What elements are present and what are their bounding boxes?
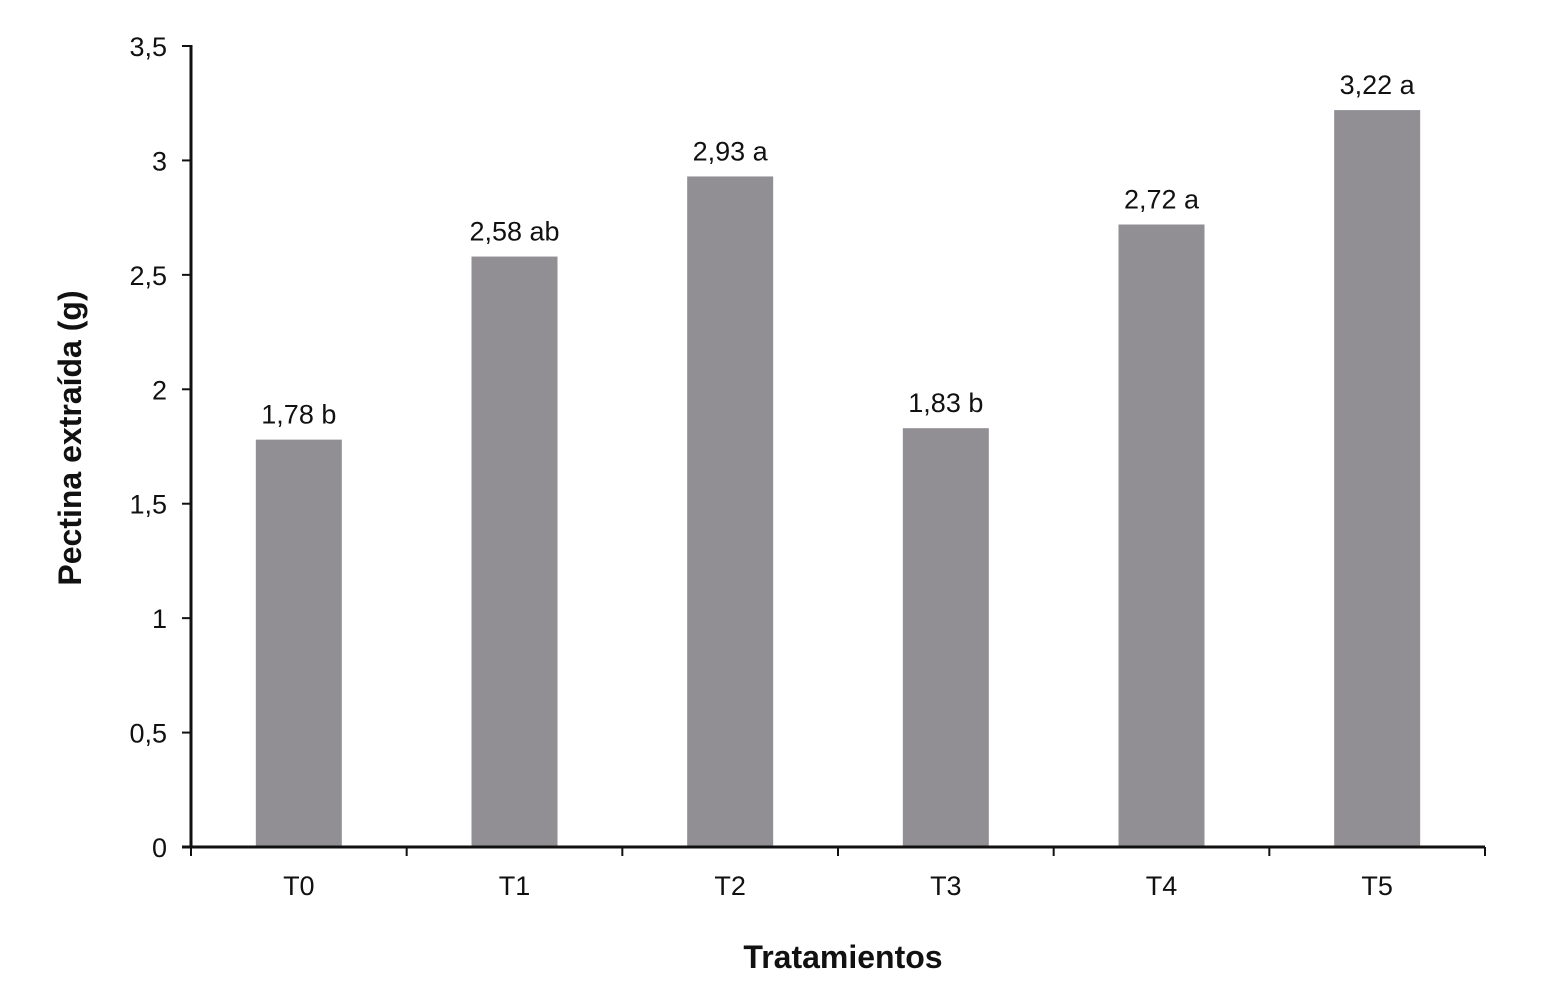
y-tick-label: 1,5 — [129, 490, 167, 520]
x-tick-label-T4: T4 — [1146, 871, 1178, 901]
y-tick-label: 2,5 — [129, 261, 167, 291]
data-label-T3: 1,83 b — [908, 388, 983, 418]
y-tick-label: 3,5 — [129, 32, 167, 62]
bar-T3 — [902, 428, 989, 847]
y-tick-label: 0,5 — [129, 719, 167, 749]
y-tick-label: 3 — [152, 146, 167, 176]
x-tick-label-T0: T0 — [283, 871, 315, 901]
x-axis: T0 T1 T2 T3 T4 T5 — [182, 845, 1486, 901]
data-label-T5: 3,22 a — [1340, 70, 1416, 100]
bars-group — [255, 110, 1421, 848]
y-tick-label: 0 — [152, 833, 167, 863]
x-tick-label-T3: T3 — [930, 871, 962, 901]
y-tick-label: 1 — [152, 604, 167, 634]
bar-T1 — [471, 256, 558, 847]
data-labels-group: 1,78 b 2,58 ab 2,93 a 1,83 b 2,72 a 3,22 a — [261, 70, 1415, 430]
data-label-T0: 1,78 b — [261, 400, 336, 430]
bar-T0 — [255, 439, 342, 847]
y-axis-title: Pectina extraída (g) — [52, 290, 88, 585]
x-axis-title: Tratamientos — [743, 939, 942, 975]
x-tick-label-T1: T1 — [499, 871, 531, 901]
bar-T4 — [1118, 224, 1205, 848]
x-tick-label-T5: T5 — [1361, 871, 1393, 901]
data-label-T1: 2,58 ab — [469, 217, 559, 247]
y-axis: 0 0,5 1 1,5 2 2,5 3 3,5 — [129, 32, 193, 863]
y-tick-label: 2 — [152, 375, 167, 405]
bar-T5 — [1334, 110, 1421, 847]
bar-T2 — [687, 176, 774, 847]
x-tick-label-T2: T2 — [714, 871, 746, 901]
data-label-T2: 2,93 a — [693, 136, 769, 166]
data-label-T4: 2,72 a — [1124, 185, 1200, 215]
